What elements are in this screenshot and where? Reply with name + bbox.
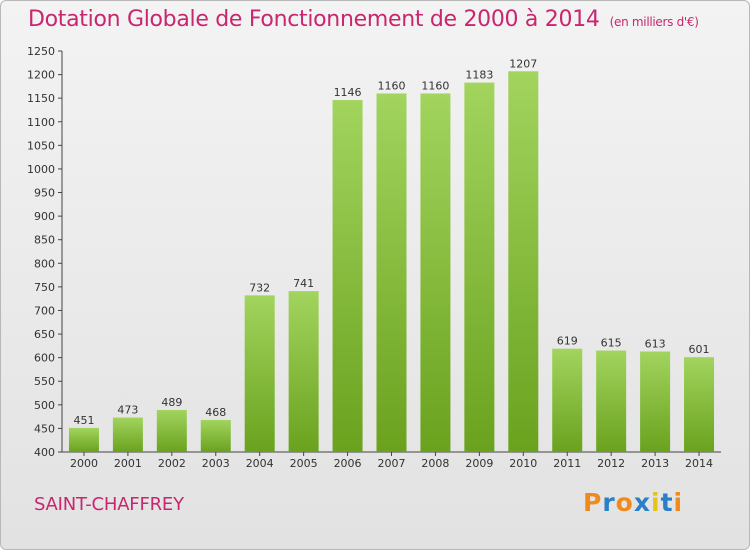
bar-value-label: 1183 (465, 69, 493, 82)
municipality-name: SAINT-CHAFFREY (34, 494, 184, 515)
chart-labels: 2000 451 2001 473 2002 489 2003 468 2004 732 2005 7… (70, 57, 713, 470)
bar (640, 351, 671, 452)
y-tick-label: 850 (34, 234, 55, 247)
x-tick-label: 2012 (597, 457, 625, 470)
logo-letter: x (633, 488, 651, 517)
bar (244, 295, 275, 452)
bar (332, 100, 363, 452)
logo-letter: o (615, 488, 634, 517)
y-tick-label: 1050 (27, 139, 55, 152)
bar (68, 427, 99, 452)
y-tick-label: 600 (34, 352, 55, 365)
x-tick-label: 2013 (641, 457, 669, 470)
x-tick-label: 2010 (509, 457, 537, 470)
bar (596, 350, 627, 452)
logo-letter: i (673, 488, 684, 517)
y-tick-label: 800 (34, 257, 55, 270)
y-tick-label: 700 (34, 304, 55, 317)
y-tick-label: 900 (34, 210, 55, 223)
x-tick-label: 2004 (246, 457, 274, 470)
x-tick-label: 2005 (290, 457, 318, 470)
bar-value-label: 601 (689, 343, 710, 356)
y-tick-label: 1200 (27, 69, 55, 82)
bar-value-label: 741 (293, 277, 314, 290)
bar-value-label: 613 (645, 338, 666, 351)
bar-value-label: 619 (557, 335, 578, 348)
x-tick-label: 2003 (202, 457, 230, 470)
y-tick-label: 1000 (27, 163, 55, 176)
x-tick-label: 2009 (465, 457, 493, 470)
x-tick-label: 2000 (70, 457, 98, 470)
logo-letter: i (651, 488, 661, 517)
y-tick-label: 500 (34, 399, 55, 412)
bar-value-label: 615 (601, 337, 622, 350)
y-tick-label: 550 (34, 375, 55, 388)
bar-value-label: 1160 (421, 79, 449, 92)
bar-value-label: 732 (249, 281, 270, 294)
bar (288, 291, 319, 452)
bar (200, 419, 231, 452)
logo-letter: P (583, 488, 603, 517)
x-tick-label: 2014 (685, 457, 713, 470)
x-tick-label: 2001 (114, 457, 142, 470)
y-tick-label: 400 (34, 446, 55, 459)
logo-letter: t (660, 488, 674, 517)
chart-title: Dotation Globale de Fonctionnement de 20… (28, 7, 699, 32)
chart-title-text: Dotation Globale de Fonctionnement de 20… (28, 7, 600, 32)
bar (420, 93, 451, 452)
bar-value-label: 1160 (378, 79, 406, 92)
bar (376, 93, 407, 452)
x-tick-label: 2007 (378, 457, 406, 470)
bar (684, 357, 715, 452)
y-tick-label: 750 (34, 281, 55, 294)
bar (156, 410, 187, 452)
bar (508, 71, 539, 452)
bar-value-label: 468 (205, 406, 226, 419)
bar (552, 348, 583, 452)
chart-axes: 400 450 500 550 600 650 700 750 800 850 900 950 1000… (27, 45, 721, 459)
logo-letter: r (602, 488, 616, 517)
y-tick-label: 1100 (27, 116, 55, 129)
bar (112, 417, 143, 452)
y-tick-label: 950 (34, 187, 55, 200)
bar-value-label: 489 (161, 396, 182, 409)
y-tick-label: 450 (34, 422, 55, 435)
bar-value-label: 451 (73, 414, 94, 427)
x-tick-label: 2002 (158, 457, 186, 470)
chart-unit: (en milliers d'€) (609, 15, 699, 29)
y-tick-label: 1150 (27, 92, 55, 105)
proxiti-logo: Proxiti (583, 488, 683, 517)
x-tick-label: 2008 (421, 457, 449, 470)
bar-value-label: 1146 (334, 86, 362, 99)
x-tick-label: 2006 (334, 457, 362, 470)
x-tick-label: 2011 (553, 457, 581, 470)
y-tick-label: 1250 (27, 45, 55, 58)
bar (464, 82, 495, 452)
chart-bars (68, 71, 715, 452)
y-tick-label: 650 (34, 328, 55, 341)
bar-value-label: 473 (117, 404, 138, 417)
bar-value-label: 1207 (509, 57, 537, 70)
